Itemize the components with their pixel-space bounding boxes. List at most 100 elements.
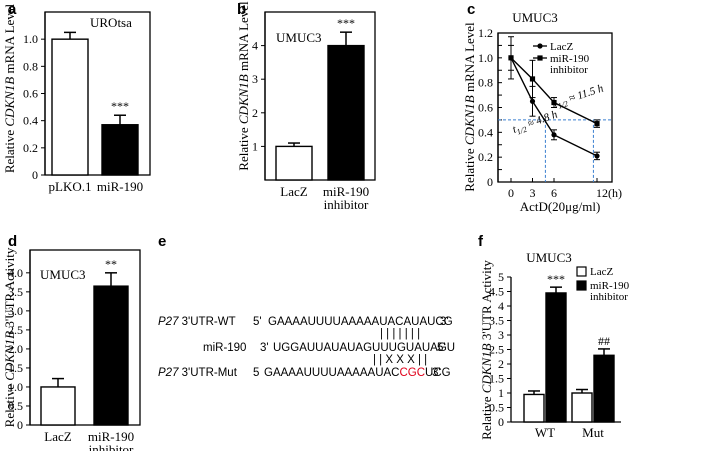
category-label: miR-190 — [88, 429, 134, 444]
bar — [275, 145, 313, 181]
legend-swatch-lacz — [576, 266, 587, 277]
y-tick-label: 3 — [498, 328, 504, 342]
y-tick-label: 5 — [498, 270, 504, 284]
panel-label-b: b — [237, 1, 246, 18]
legend-label: LacZ — [550, 41, 573, 53]
y-axis-label: Relative CDKN1B mRNA Level — [462, 22, 477, 192]
series-line-inhibitor — [510, 57, 598, 125]
y-tick-label: 2.5 — [489, 343, 504, 357]
y-axis-label: Relative CDKN1B 3'UTR Activity — [479, 260, 494, 440]
category-label: miR-190 — [323, 184, 369, 199]
chart-title: UMUC3 — [40, 267, 86, 282]
chart-panel-a: 0 0.2 0.4 0.6 0.8 1.0 pLKO.1 *** miR-190 UROtsa Re… — [2, 3, 151, 194]
legend-label: miR-190 — [590, 280, 630, 292]
data-point — [551, 99, 557, 106]
y-axis-label: Relative CDKN1B 3'UTR Activity — [2, 247, 17, 427]
series-line-lacz — [510, 57, 598, 157]
utr-mut-gene: P27 — [158, 367, 179, 379]
x-tick-label: 6 — [551, 186, 557, 200]
bar — [93, 285, 129, 426]
chart-title: UMUC3 — [512, 10, 558, 25]
y-tick-label: 0.2 — [478, 150, 493, 164]
bar — [523, 393, 545, 423]
x-tick-label: 3 — [530, 186, 536, 200]
utr-mut-end: 3' — [432, 367, 441, 379]
panel-label-e: e — [158, 233, 166, 250]
legend-swatch-inhibitor — [576, 280, 587, 291]
legend-label: LacZ — [590, 266, 613, 278]
data-point — [529, 76, 536, 82]
data-point — [508, 55, 514, 61]
y-tick-label: 1.5 — [489, 372, 504, 386]
utr-mut-seq-part3: UCG — [425, 367, 451, 379]
pairing-top: | | | | | | | — [380, 328, 420, 340]
y-tick-label: 1.0 — [478, 51, 493, 65]
x-tick-label: 12(h) — [596, 186, 622, 200]
y-tick-label: 2 — [498, 357, 504, 371]
panel-label-f: f — [478, 233, 484, 250]
panel-label-d: d — [8, 233, 17, 250]
legend-label: inhibitor — [590, 291, 628, 303]
y-tick-label: 2.5 — [8, 323, 23, 337]
y-tick-label: 0.8 — [478, 76, 493, 90]
plot-frame — [264, 11, 376, 181]
utr-mut-sequence: GAAAAUUUUAAAAAUACCGCUCG — [264, 367, 451, 379]
y-tick-label: 2 — [252, 106, 258, 120]
y-tick-label: 1.0 — [8, 380, 23, 394]
mir190-sequence: UGGAUUAUAUAGUUUGUAUAGU — [273, 342, 455, 354]
significance-mark: *** — [547, 272, 565, 286]
chart-panel-d: 0 0.5 1.0 1.5 2.0 2.5 3.0 3.5 4.0 LacZ ** miR-190in… — [2, 247, 141, 451]
y-tick-label: 2.0 — [8, 342, 23, 356]
y-tick-label: 3.5 — [489, 314, 504, 328]
utr-mut-prime: 5 — [253, 367, 259, 379]
y-tick-label: 0.4 — [23, 114, 38, 128]
category-label: LacZ — [280, 184, 307, 199]
mir190-end: 5' — [437, 342, 446, 354]
data-point — [551, 132, 557, 138]
utr-wt-prime: 5' — [253, 316, 262, 328]
sequence-alignment: P27 3'UTR-WT 5' GAAAAUUUUAAAAAUACAUAUCG … — [158, 316, 455, 379]
y-tick-label: 0 — [487, 175, 493, 189]
mir190-label: miR-190 — [203, 342, 246, 354]
y-tick-label: 4 — [252, 39, 258, 53]
data-point — [594, 121, 600, 127]
y-tick-label: 0 — [17, 418, 23, 432]
utr-wt-row: P27 3'UTR-WT — [158, 316, 236, 328]
y-tick-label: 4.0 — [8, 266, 23, 280]
utr-wt-label: 3'UTR-WT — [178, 316, 235, 328]
y-tick-label: 1 — [498, 386, 504, 400]
y-tick-label: 0.6 — [478, 101, 493, 115]
y-tick-label: 0.4 — [478, 125, 493, 139]
pairing-bottom: | | X X X | | — [373, 354, 427, 366]
y-tick-label: 4.5 — [489, 285, 504, 299]
bar — [40, 386, 76, 426]
y-axis-label: Relative CDKN1B mRNA Level — [236, 1, 251, 171]
y-tick-label: 0 — [32, 168, 38, 182]
data-point — [529, 98, 536, 104]
y-tick-label: 1.0 — [23, 32, 38, 46]
y-tick-label: 4 — [498, 299, 504, 313]
x-axis-label: ActD(20μg/ml) — [520, 199, 601, 214]
significance-mark: ** — [105, 257, 117, 271]
y-axis-label: Relative CDKN1B mRNA Level — [2, 3, 17, 173]
plot-frame — [29, 249, 141, 426]
bar — [545, 292, 567, 423]
y-tick-label: 0 — [498, 415, 504, 429]
bar — [101, 124, 139, 176]
data-point — [594, 153, 600, 159]
utr-mut-row: P27 3'UTR-Mut — [158, 367, 238, 379]
category-label: pLKO.1 — [49, 179, 92, 194]
y-tick-label: 0.6 — [23, 87, 38, 101]
utr-wt-end: 3' — [440, 316, 449, 328]
bar — [571, 392, 593, 423]
bar — [51, 38, 89, 176]
half-life-annotation: t1/2 ≈ 11.5 h — [552, 82, 606, 111]
chart-title: UROtsa — [90, 15, 132, 30]
significance-mark: *** — [337, 16, 355, 30]
category-label: inhibitor — [324, 197, 369, 212]
utr-mut-label: 3'UTR-Mut — [178, 367, 237, 379]
y-tick-label: 1.5 — [8, 361, 23, 375]
category-label: miR-190 — [97, 179, 143, 194]
bar — [593, 354, 615, 423]
